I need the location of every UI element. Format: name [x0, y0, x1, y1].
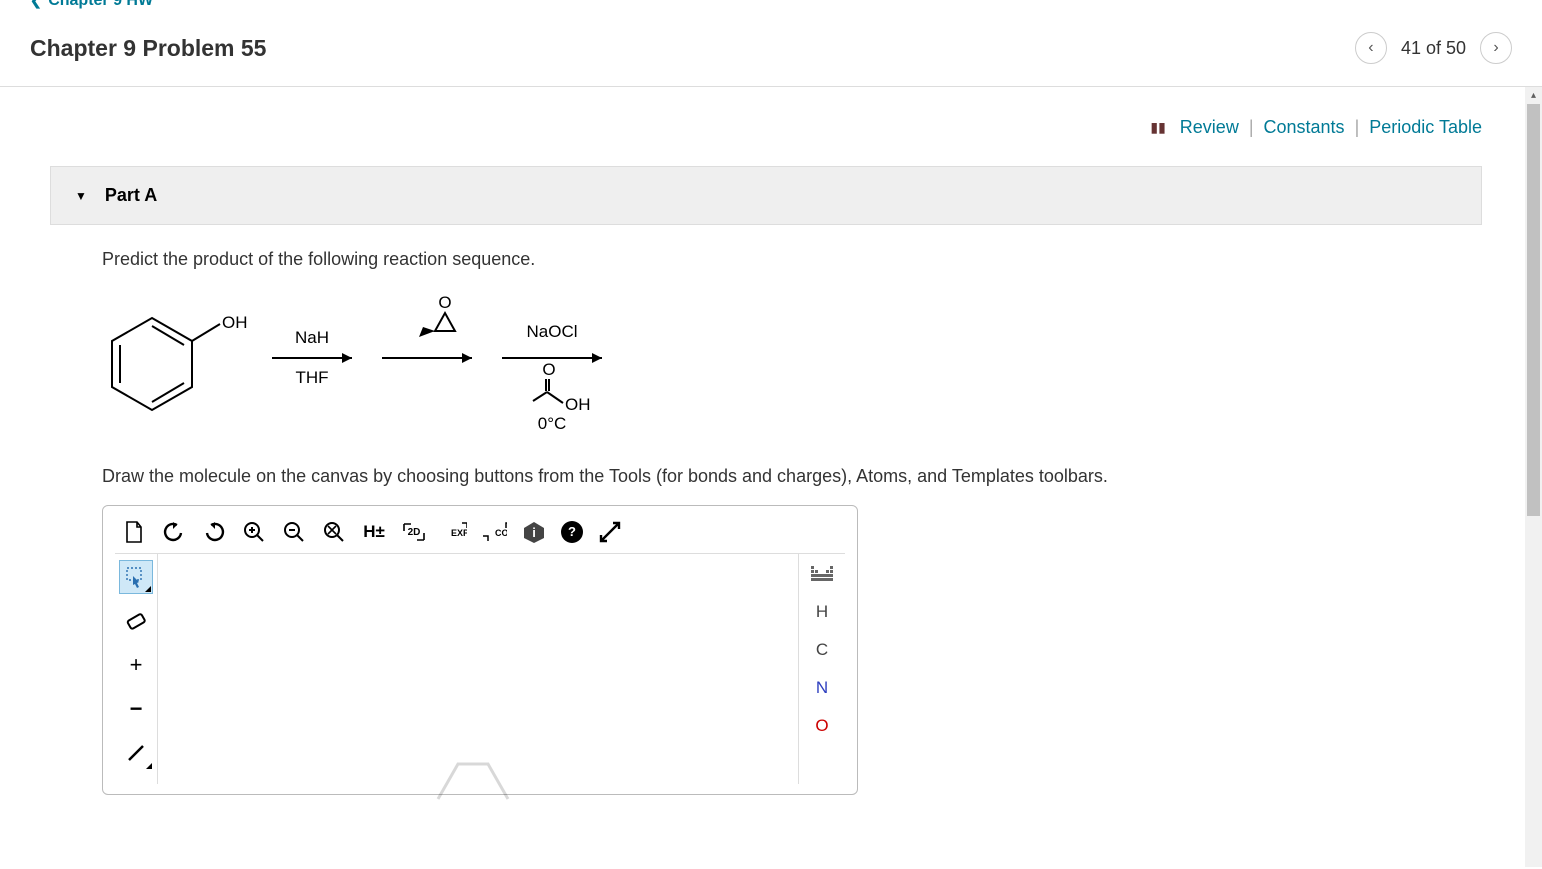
constants-link[interactable]: Constants — [1264, 117, 1345, 138]
acetic-oh: OH — [565, 395, 591, 414]
breadcrumb[interactable]: ❮ Chapter 9 HW — [30, 0, 1512, 12]
next-problem-button[interactable]: › — [1480, 32, 1512, 64]
scrollbar-thumb[interactable] — [1527, 104, 1540, 516]
periodic-grid-icon[interactable] — [807, 562, 837, 586]
review-link[interactable]: Review — [1180, 117, 1239, 138]
reagent-nah: NaH — [295, 328, 329, 347]
contract-button[interactable]: CONT. — [481, 519, 507, 545]
periodic-table-link[interactable]: Periodic Table — [1369, 117, 1482, 138]
selection-tool[interactable] — [119, 560, 153, 594]
breadcrumb-label: Chapter 9 HW — [48, 0, 153, 9]
atom-o-button[interactable]: O — [807, 714, 837, 738]
eraser-tool[interactable] — [119, 604, 153, 638]
reagent-temp: 0°C — [538, 414, 567, 433]
separator: | — [1249, 117, 1254, 138]
page-title: Chapter 9 Problem 55 — [30, 35, 266, 62]
reagent-thf: THF — [295, 368, 328, 387]
svg-text:i: i — [532, 525, 536, 540]
canvas-instruction: Draw the molecule on the canvas by choos… — [102, 466, 1482, 487]
atoms-toolbar: H C N O — [799, 554, 845, 784]
problem-nav: ‹ 41 of 50 › — [1355, 32, 1512, 64]
oh-label: OH — [222, 313, 248, 332]
atom-h-button[interactable]: H — [807, 600, 837, 624]
caret-down-icon: ▼ — [75, 189, 87, 203]
view-2d-button[interactable]: 2D — [401, 519, 427, 545]
redo-icon[interactable] — [201, 519, 227, 545]
new-document-icon[interactable] — [121, 519, 147, 545]
drawing-canvas[interactable] — [157, 554, 799, 784]
help-icon[interactable]: ? — [561, 521, 583, 543]
chevron-right-icon: › — [1493, 39, 1498, 57]
chevron-left-icon: ❮ — [30, 0, 42, 8]
undo-icon[interactable] — [161, 519, 187, 545]
nav-position-label: 41 of 50 — [1401, 38, 1466, 59]
book-icon: ▮▮ — [1150, 119, 1165, 136]
svg-text:2D: 2D — [408, 527, 421, 538]
acetic-o: O — [542, 360, 555, 379]
content: ▮▮ Review | Constants | Periodic Table ▼… — [0, 87, 1542, 795]
prev-problem-button[interactable]: ‹ — [1355, 32, 1387, 64]
scroll-up-arrow-icon[interactable]: ▴ — [1525, 87, 1542, 104]
canvas-top-toolbar: H± 2D EXP. CONT. i ? — [115, 518, 845, 554]
separator: | — [1355, 117, 1360, 138]
page-header: ❮ Chapter 9 HW Chapter 9 Problem 55 ‹ 41… — [0, 0, 1542, 87]
zoom-in-icon[interactable] — [241, 519, 267, 545]
part-header[interactable]: ▼ Part A — [50, 166, 1482, 225]
fullscreen-icon[interactable] — [597, 519, 623, 545]
charge-plus-tool[interactable]: + — [119, 648, 153, 682]
hydrogen-toggle-button[interactable]: H± — [361, 519, 387, 545]
svg-text:EXP.: EXP. — [451, 528, 467, 538]
scrollbar-track[interactable]: ▴ — [1525, 87, 1542, 867]
resource-links: ▮▮ Review | Constants | Periodic Table — [50, 117, 1482, 138]
molecule-canvas: H± 2D EXP. CONT. i ? — [102, 505, 858, 795]
svg-text:CONT.: CONT. — [495, 528, 507, 538]
reagent-naocl: NaOCl — [526, 322, 577, 341]
canvas-body: + − — [115, 554, 845, 784]
tools-toolbar: + − — [115, 554, 157, 784]
epoxide-o: O — [438, 293, 451, 312]
reaction-scheme: OH NaH THF O — [102, 288, 1482, 448]
atom-c-button[interactable]: C — [807, 638, 837, 662]
expand-button[interactable]: EXP. — [441, 519, 467, 545]
charge-minus-tool[interactable]: − — [119, 692, 153, 726]
atom-n-button[interactable]: N — [807, 676, 837, 700]
part-label: Part A — [105, 185, 157, 206]
content-scroll-area: ▴ ▮▮ Review | Constants | Periodic Table… — [0, 87, 1542, 867]
instruction-text: Predict the product of the following rea… — [102, 249, 1482, 270]
zoom-out-icon[interactable] — [281, 519, 307, 545]
chevron-left-icon: ‹ — [1368, 39, 1373, 57]
single-bond-tool[interactable] — [119, 736, 153, 770]
info-icon[interactable]: i — [521, 519, 547, 545]
zoom-fit-icon[interactable] — [321, 519, 347, 545]
title-row: Chapter 9 Problem 55 ‹ 41 of 50 › — [30, 20, 1512, 86]
